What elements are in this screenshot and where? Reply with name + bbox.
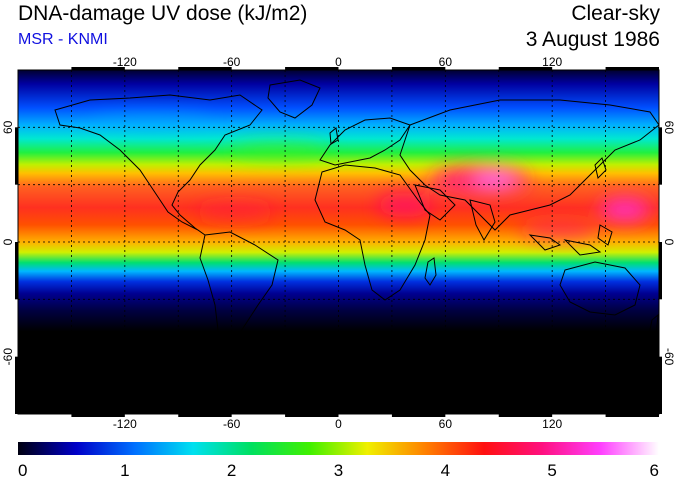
lat-tick-label: 60 xyxy=(1,120,15,134)
lon-tick-labels-bottom: -120 -60 0 60 120 xyxy=(113,417,563,431)
lat-tick-label: 60 xyxy=(662,121,676,135)
frame-segment xyxy=(498,414,553,417)
lon-tick-label: 0 xyxy=(335,55,342,69)
lat-tick-labels-left: 60 0 -60 xyxy=(1,120,15,365)
lon-tick-label: -60 xyxy=(223,417,241,431)
colorbar-tick-label: 5 xyxy=(547,461,556,480)
map-frame-ticks xyxy=(15,67,662,417)
lon-tick-label: 120 xyxy=(542,55,562,69)
lat-tick-labels-right: 60 0 -60 xyxy=(662,121,676,366)
frame-segment xyxy=(659,242,662,300)
frame-segment xyxy=(178,414,232,417)
lat-tick-label: -60 xyxy=(1,348,15,366)
source-label: MSR - KNMI xyxy=(18,31,108,48)
colorbar xyxy=(18,442,659,455)
frame-segment xyxy=(391,67,446,70)
gridlines xyxy=(18,70,659,414)
frame-segment xyxy=(605,67,659,70)
lon-tick-label: 60 xyxy=(439,55,453,69)
lat-tick-label: -60 xyxy=(662,348,676,366)
colorbar-tick-label: 2 xyxy=(227,461,236,480)
frame-segment xyxy=(71,67,125,70)
colorbar-tick-label: 3 xyxy=(334,461,343,480)
lon-tick-labels-top: -120 -60 0 60 120 xyxy=(113,55,563,69)
colorbar-tick-label: 6 xyxy=(650,461,659,480)
high-dose-regions xyxy=(90,112,650,240)
lon-tick-label: -60 xyxy=(223,55,241,69)
frame-segment xyxy=(391,414,446,417)
frame-segment xyxy=(178,67,232,70)
lon-tick-label: 0 xyxy=(335,417,342,431)
colorbar-tick-label: 4 xyxy=(441,461,450,480)
frame-segment xyxy=(15,356,18,414)
lon-tick-label: -120 xyxy=(113,55,137,69)
frame-segment xyxy=(498,67,553,70)
frame-segment xyxy=(605,414,659,417)
frame-segment xyxy=(71,414,125,417)
colorbar-tick-label: 1 xyxy=(120,461,129,480)
lon-tick-label: 120 xyxy=(542,417,562,431)
colorbar-tick-label: 0 xyxy=(18,461,27,480)
lat-tick-label: 0 xyxy=(662,239,676,246)
sky-condition-label: Clear-sky xyxy=(571,2,660,25)
coastlines xyxy=(54,79,659,363)
frame-segment xyxy=(285,414,339,417)
frame-segment xyxy=(659,356,662,414)
date-label: 3 August 1986 xyxy=(525,28,660,51)
lon-tick-label: -120 xyxy=(113,417,137,431)
colorbar-tick-labels: 0 1 2 3 4 5 6 xyxy=(18,461,659,480)
lat-tick-label: 0 xyxy=(1,238,15,245)
frame-segment xyxy=(659,127,662,185)
frame-segment xyxy=(285,67,339,70)
lon-tick-label: 60 xyxy=(439,417,453,431)
chart-title: DNA-damage UV dose (kJ/m2) xyxy=(18,2,308,25)
frame-segment xyxy=(15,127,18,185)
frame-segment xyxy=(15,242,18,300)
